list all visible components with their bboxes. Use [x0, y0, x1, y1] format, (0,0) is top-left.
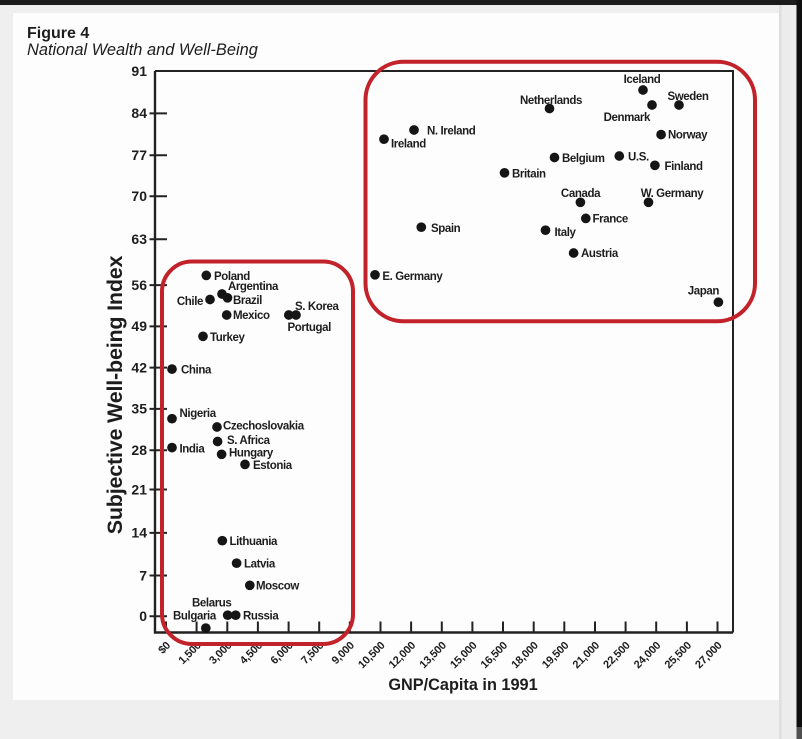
svg-text:56: 56	[131, 277, 147, 293]
svg-text:Nigeria: Nigeria	[180, 408, 217, 420]
svg-text:Lithuania: Lithuania	[230, 536, 279, 548]
svg-text:W. Germany: W. Germany	[641, 188, 704, 200]
svg-text:S. Africa: S. Africa	[227, 435, 271, 447]
svg-text:S. Korea: S. Korea	[295, 301, 339, 313]
svg-text:Spain: Spain	[431, 223, 461, 235]
svg-text:Czechoslovakia: Czechoslovakia	[223, 421, 305, 433]
svg-text:Latvia: Latvia	[244, 559, 276, 571]
svg-text:49: 49	[131, 318, 147, 334]
svg-text:National Wealth and Well-Being: National Wealth and Well-Being	[27, 41, 258, 59]
svg-text:21: 21	[131, 481, 147, 497]
svg-text:Mexico: Mexico	[233, 310, 270, 322]
svg-text:Brazil: Brazil	[233, 295, 262, 307]
svg-text:Japan: Japan	[688, 286, 720, 298]
svg-text:14: 14	[131, 525, 147, 541]
svg-text:Iceland: Iceland	[624, 74, 661, 86]
svg-text:GNP/Capita in 1991: GNP/Capita in 1991	[388, 676, 537, 694]
svg-text:Britain: Britain	[512, 169, 546, 181]
svg-text:42: 42	[131, 359, 147, 375]
svg-text:Hungary: Hungary	[229, 448, 274, 460]
svg-text:35: 35	[131, 401, 147, 417]
svg-text:Canada: Canada	[561, 188, 601, 200]
svg-text:France: France	[593, 213, 628, 225]
svg-text:N. Ireland: N. Ireland	[427, 125, 476, 137]
svg-text:E. Germany: E. Germany	[382, 271, 443, 283]
svg-text:Netherlands: Netherlands	[520, 95, 582, 107]
svg-text:China: China	[181, 365, 212, 377]
svg-text:India: India	[180, 444, 206, 456]
svg-text:7: 7	[139, 567, 147, 583]
svg-text:Russia: Russia	[243, 611, 279, 623]
svg-text:Subjective Well-being Index: Subjective Well-being Index	[103, 255, 127, 534]
svg-text:Portugal: Portugal	[288, 322, 332, 334]
svg-text:77: 77	[131, 147, 147, 163]
svg-text:Bulgaria: Bulgaria	[173, 611, 217, 623]
svg-text:84: 84	[131, 105, 147, 121]
svg-text:Denmark: Denmark	[604, 112, 651, 124]
svg-text:Italy: Italy	[555, 227, 577, 239]
svg-text:U.S.: U.S.	[628, 152, 649, 164]
svg-text:Belgium: Belgium	[562, 153, 605, 165]
svg-text:0: 0	[139, 608, 147, 624]
svg-text:Norway: Norway	[668, 130, 708, 142]
svg-text:70: 70	[131, 188, 147, 204]
svg-text:Moscow: Moscow	[256, 581, 299, 593]
svg-text:Ireland: Ireland	[391, 139, 426, 151]
svg-text:Finland: Finland	[665, 161, 703, 173]
svg-text:Figure 4: Figure 4	[27, 25, 89, 42]
svg-text:Austria: Austria	[581, 248, 619, 260]
svg-text:Estonia: Estonia	[253, 460, 293, 472]
svg-text:Turkey: Turkey	[210, 332, 245, 344]
svg-text:Argentina: Argentina	[228, 281, 279, 293]
svg-text:63: 63	[131, 231, 147, 247]
svg-text:Poland: Poland	[214, 271, 250, 283]
svg-text:91: 91	[131, 63, 147, 79]
svg-text:Belarus: Belarus	[192, 598, 231, 610]
svg-text:Sweden: Sweden	[667, 91, 708, 103]
svg-text:28: 28	[131, 442, 147, 458]
svg-text:Chile: Chile	[177, 296, 203, 308]
